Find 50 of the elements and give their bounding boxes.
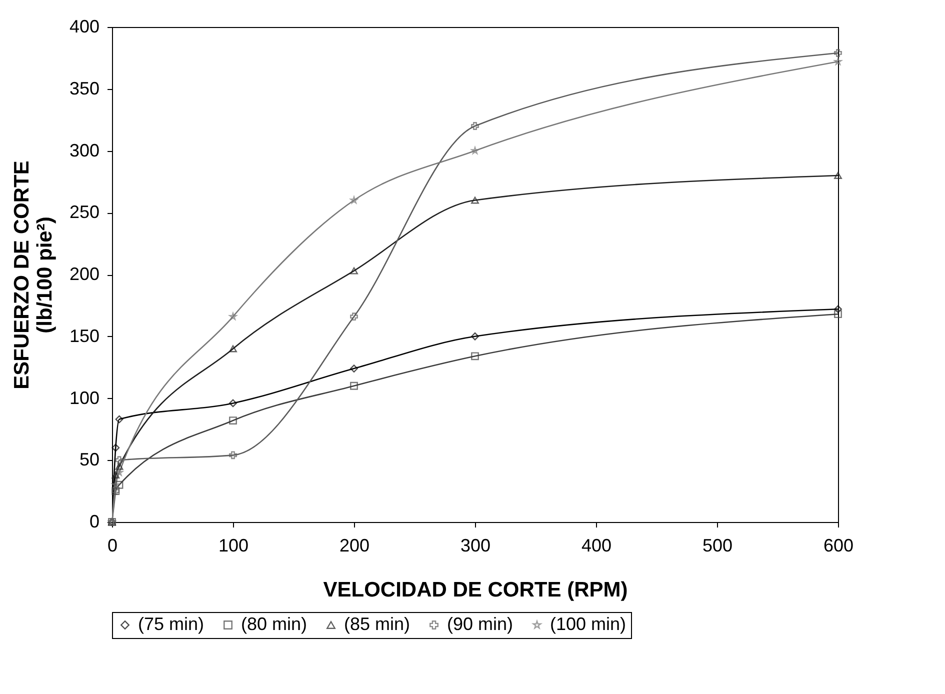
point xyxy=(115,456,124,464)
point xyxy=(834,305,842,314)
y-axis-title: ESFUERZO DE CORTE (lb/100 pie²) xyxy=(10,160,56,390)
point xyxy=(350,196,358,204)
legend-label: (90 min) xyxy=(447,614,514,634)
point xyxy=(834,49,842,57)
legend-label: (80 min) xyxy=(241,614,308,634)
y-tick-label: 50 xyxy=(79,450,100,470)
y-tick-label: 100 xyxy=(69,388,100,408)
point xyxy=(834,310,842,318)
point xyxy=(229,451,237,460)
legend-label: (75 min) xyxy=(138,614,204,634)
point xyxy=(112,480,120,488)
x-tick-label: 500 xyxy=(702,536,733,556)
y-tick-label: 400 xyxy=(69,16,100,36)
point xyxy=(115,415,124,424)
point xyxy=(471,122,479,130)
x-axis-title: VELOCIDAD DE CORTE (RPM) xyxy=(323,578,628,602)
point xyxy=(112,471,120,478)
point xyxy=(350,267,358,274)
point xyxy=(471,146,479,154)
point xyxy=(471,196,479,204)
point xyxy=(229,399,237,408)
legend-label: (85 min) xyxy=(344,614,410,634)
x-tick-label: 100 xyxy=(218,536,249,556)
x-tick-label: 600 xyxy=(823,536,854,556)
point xyxy=(229,312,237,320)
point xyxy=(834,58,842,65)
x-tick-label: 300 xyxy=(460,536,491,556)
y-tick-label: 350 xyxy=(69,78,100,98)
point xyxy=(834,172,842,180)
x-tick-label: 0 xyxy=(107,536,118,556)
point xyxy=(471,332,479,340)
x-tick-label: 400 xyxy=(581,536,612,556)
y-tick-label: 200 xyxy=(69,264,100,284)
point xyxy=(229,345,237,352)
legend-label: (100 min) xyxy=(550,614,626,634)
x-tick-label: 200 xyxy=(339,536,370,556)
point xyxy=(112,444,120,452)
point xyxy=(350,364,358,373)
point xyxy=(350,312,358,321)
point xyxy=(229,416,237,424)
point xyxy=(115,462,124,470)
y-tick-label: 0 xyxy=(89,512,100,532)
point xyxy=(115,480,124,489)
y-tick-label: 300 xyxy=(69,140,100,160)
y-tick-label: 150 xyxy=(69,326,100,346)
point xyxy=(350,382,358,390)
y-tick-label: 250 xyxy=(69,202,100,222)
point xyxy=(471,352,479,360)
